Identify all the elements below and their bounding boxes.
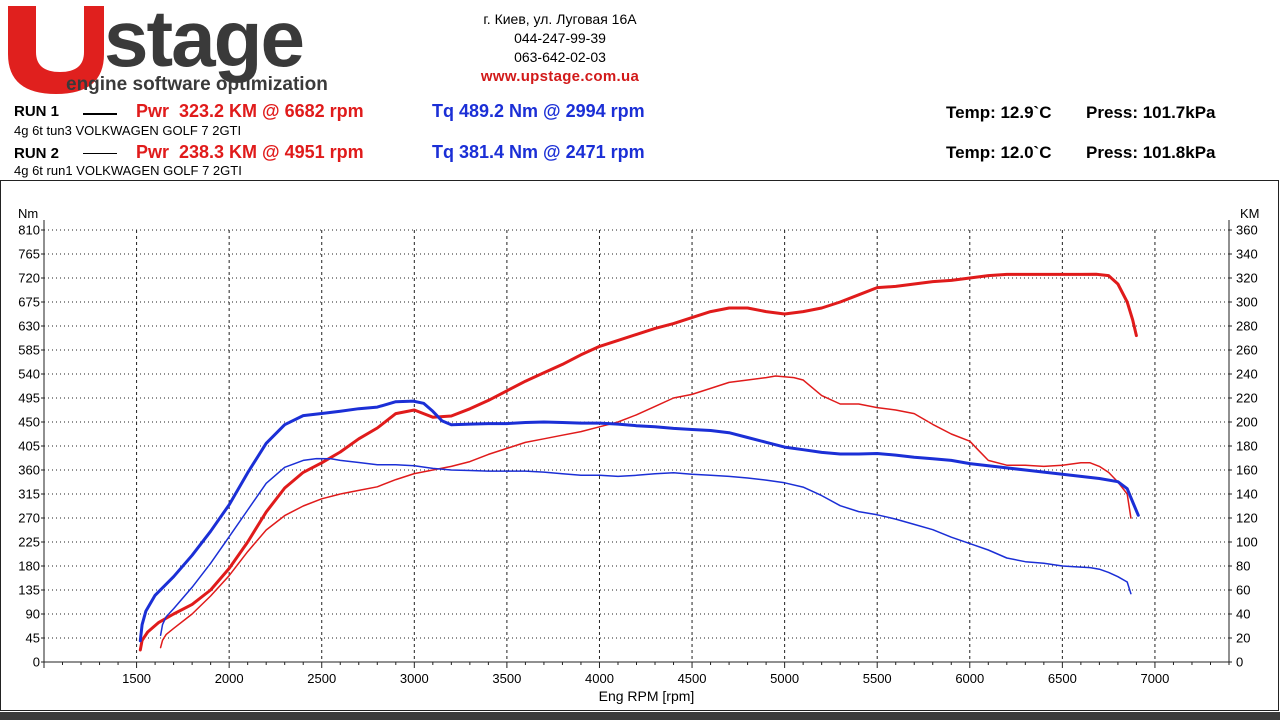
contact-phone-2: 063-642-02-03 [514,49,606,65]
chart-frame [0,180,1279,711]
series-run2-power-line [159,375,1132,649]
run-1-torque: Tq 489.2 Nm @ 2994 rpm [432,101,645,121]
logo-up-arrow [40,12,80,70]
contact-phone-1: 044-247-99-39 [514,30,606,46]
run-1-line-sample [83,113,117,115]
x-tick-label: 5500 [863,671,892,686]
y-right-tick-label: 340 [1236,247,1258,262]
run-2-line-sample [83,153,117,154]
x-tick-label: 2000 [215,671,244,686]
bottom-bar [0,712,1280,720]
y-right-tick-label: 20 [1236,631,1250,646]
y-left-tick-label: 405 [18,439,40,454]
x-axis-label: Eng RPM [rpm] [599,688,695,704]
x-tick-label: 2500 [307,671,336,686]
y-right-label: KM [1240,206,1260,221]
y-right-tick-label: 220 [1236,391,1258,406]
logo-text: stage [104,0,303,83]
y-right-tick-label: 200 [1236,415,1258,430]
y-left-tick-label: 765 [18,247,40,262]
y-right-tick-label: 240 [1236,367,1258,382]
y-right-tick-label: 160 [1236,463,1258,478]
y-left-tick-label: 180 [18,559,40,574]
y-left-tick-label: 360 [18,463,40,478]
y-right-tick-label: 140 [1236,487,1258,502]
contact-block: г. Киев, ул. Луговая 16А 044-247-99-39 0… [430,10,690,86]
y-left-tick-label: 495 [18,391,40,406]
y-left-tick-label: 315 [18,487,40,502]
y-left-tick-label: 90 [26,607,40,622]
upstage-logo: stage engine software optimization [8,0,328,95]
x-tick-label: 5000 [770,671,799,686]
y-left-tick-label: 810 [18,223,40,238]
y-left-tick-label: 225 [18,535,40,550]
x-tick-label: 3000 [400,671,429,686]
y-right-tick-label: 180 [1236,439,1258,454]
y-left-tick-label: 45 [26,631,40,646]
run-1-desc: 4g 6t tun3 VOLKWAGEN GOLF 7 2GTI [14,123,242,138]
y-right-tick-label: 280 [1236,319,1258,334]
run-2-power: Pwr 238.3 KM @ 4951 rpm [136,142,364,162]
y-right-tick-label: 0 [1236,655,1243,670]
run-2-desc: 4g 6t run1 VOLKWAGEN GOLF 7 2GTI [14,163,242,178]
x-tick-label: 1500 [122,671,151,686]
series-run2-torque-line [159,457,1132,637]
dyno-chart: 0 45 90 135 180 225 270 315 360 405 450 495 540 585 63… [0,180,1279,711]
y-right-tick-label: 320 [1236,271,1258,286]
run-1-label: RUN 1 [14,103,60,120]
y-right-tick-label: 300 [1236,295,1258,310]
run-2-press: Press: 101.8kPa [1086,143,1216,162]
y-left-tick-label: 135 [18,583,40,598]
run-2-temp: Temp: 12.0`C [946,143,1052,162]
y-left-label: Nm [18,206,38,221]
x-tick-label: 7000 [1140,671,1169,686]
y-left-tick-label: 270 [18,511,40,526]
x-tick-label: 3500 [492,671,521,686]
y-left-tick-label: 540 [18,367,40,382]
x-tick-label: 6500 [1048,671,1077,686]
y-left-tick-label: 675 [18,295,40,310]
run-2-torque: Tq 381.4 Nm @ 2471 rpm [432,142,645,162]
y-right-tick-label: 80 [1236,559,1250,574]
y-right-tick-label: 260 [1236,343,1258,358]
y-right-tick-label: 60 [1236,583,1250,598]
y-right-tick-label: 120 [1236,511,1258,526]
x-tick-label: 4000 [585,671,614,686]
y-left-tick-label: 450 [18,415,40,430]
series-run1-torque-line [138,399,1140,643]
run-1-power: Pwr 323.2 KM @ 6682 rpm [136,101,364,121]
logo-u-shape [8,6,104,94]
x-tick-label: 4500 [678,671,707,686]
run-2-label: RUN 2 [14,145,60,162]
y-left-tick-label: 0 [33,655,40,670]
y-left-tick-label: 630 [18,319,40,334]
series-run1-power-line [138,272,1138,652]
run-1-temp: Temp: 12.9`C [946,103,1052,122]
run-1-press: Press: 101.7kPa [1086,103,1216,122]
y-right-tick-label: 360 [1236,223,1258,238]
x-tick-label: 6000 [955,671,984,686]
y-left-tick-label: 720 [18,271,40,286]
y-right-tick-label: 40 [1236,607,1250,622]
y-left-tick-label: 585 [18,343,40,358]
contact-website[interactable]: www.upstage.com.ua [480,68,640,85]
y-right-tick-label: 100 [1236,535,1258,550]
contact-address: г. Киев, ул. Луговая 16А [483,11,637,27]
logo-tagline: engine software optimization [66,74,328,95]
